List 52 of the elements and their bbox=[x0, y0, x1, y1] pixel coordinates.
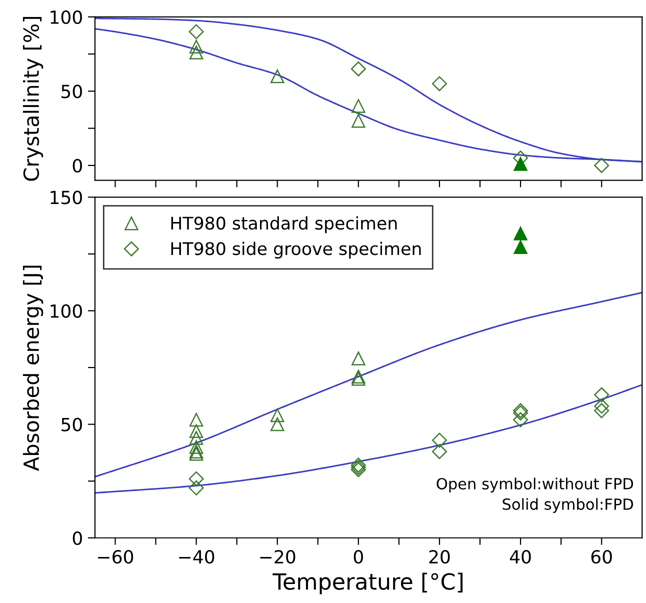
point bbox=[352, 114, 366, 128]
y-tick-label: 50 bbox=[62, 418, 82, 432]
x-tick-label: −40 bbox=[179, 550, 214, 564]
point bbox=[188, 480, 204, 496]
point bbox=[514, 226, 528, 240]
point bbox=[189, 40, 204, 54]
point bbox=[514, 157, 528, 171]
point bbox=[594, 158, 610, 173]
point bbox=[189, 446, 204, 461]
point bbox=[352, 372, 366, 386]
point bbox=[594, 403, 610, 418]
legend-label: HT980 standard specimen bbox=[171, 216, 397, 234]
point bbox=[270, 408, 284, 422]
point bbox=[188, 24, 204, 40]
point bbox=[189, 46, 204, 60]
y-tick-label: 150 bbox=[50, 190, 82, 204]
point bbox=[513, 412, 528, 428]
x-tick-label: 40 bbox=[510, 550, 531, 564]
legend-label: HT980 side groove specimen bbox=[171, 242, 421, 259]
x-tick-label: 20 bbox=[429, 550, 450, 564]
point bbox=[270, 69, 284, 84]
x-tick-label: −20 bbox=[260, 550, 296, 564]
y-axis-title: Crystallinity [%] bbox=[22, 17, 44, 181]
point bbox=[432, 76, 447, 92]
annotation: Solid symbol:FPD bbox=[502, 498, 634, 513]
point bbox=[352, 370, 366, 384]
point bbox=[189, 440, 204, 454]
point bbox=[594, 387, 610, 402]
point bbox=[352, 99, 366, 113]
y-tick-label: 0 bbox=[72, 531, 82, 545]
y-axis-title: Absorbed energy [J] bbox=[22, 266, 44, 471]
annotation: Open symbol:without FPD bbox=[436, 478, 634, 492]
y-tick-label: 100 bbox=[50, 10, 82, 24]
point bbox=[432, 444, 447, 460]
point bbox=[594, 398, 610, 414]
point bbox=[189, 444, 204, 458]
point bbox=[189, 431, 204, 445]
point bbox=[188, 471, 204, 486]
x-tick-label: 0 bbox=[354, 550, 363, 564]
point bbox=[352, 352, 366, 366]
y-tick-label: 100 bbox=[50, 304, 82, 318]
point bbox=[350, 61, 366, 76]
point bbox=[189, 412, 204, 427]
point bbox=[270, 417, 284, 432]
point bbox=[514, 240, 528, 254]
y-tick-label: 0 bbox=[72, 158, 82, 173]
point bbox=[432, 432, 447, 448]
x-tick-label: 60 bbox=[591, 550, 612, 564]
x-axis-title: Temperature [°C] bbox=[272, 572, 463, 594]
y-tick-label: 50 bbox=[62, 84, 82, 98]
x-tick-label: −60 bbox=[98, 550, 134, 564]
point bbox=[189, 424, 204, 438]
